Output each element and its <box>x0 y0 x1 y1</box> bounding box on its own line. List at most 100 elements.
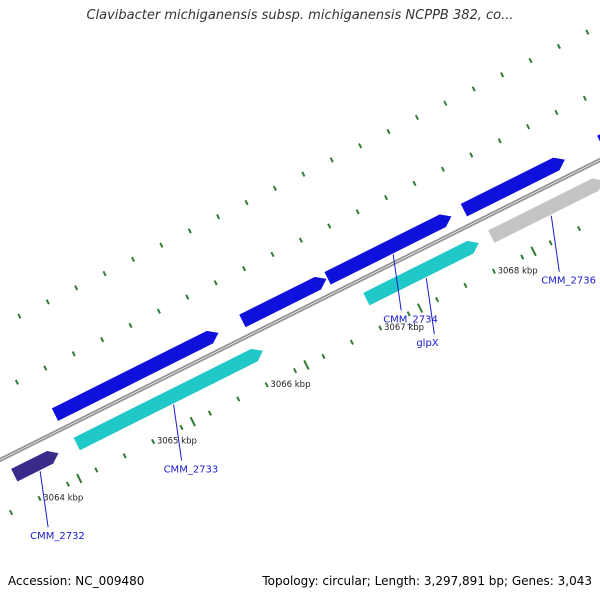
minor-tick <box>414 114 419 121</box>
gene-arrow[interactable] <box>9 450 61 483</box>
minor-tick <box>585 29 590 35</box>
minor-tick <box>37 495 42 502</box>
tick-label: 3068 kbp <box>498 266 538 276</box>
minor-tick <box>520 254 525 260</box>
minor-tick <box>358 143 363 149</box>
minor-tick <box>497 138 502 144</box>
minor-tick <box>17 313 22 319</box>
minor-tick <box>74 285 79 291</box>
major-tick <box>416 303 424 314</box>
minor-tick <box>491 268 496 274</box>
tick-label: 3067 kbp <box>384 323 424 333</box>
gene-arrow[interactable] <box>50 329 220 423</box>
label-leader <box>425 278 435 335</box>
gene-arrow[interactable] <box>237 275 328 329</box>
gene-arrow[interactable] <box>459 156 567 218</box>
major-ticks: 3064 kbp 3065 kbp 3066 kbp 3067 kbp 3068 kbp… <box>43 246 538 504</box>
minor-tick <box>386 128 391 135</box>
minor-tick <box>412 180 417 187</box>
gene-arrow[interactable] <box>486 177 600 245</box>
minor-tick <box>301 171 306 177</box>
tick-label: 3064 kbp <box>43 494 83 504</box>
tick-label: 3065 kbp <box>157 437 197 447</box>
gene-label[interactable]: glpX <box>416 338 438 349</box>
minor-tick <box>443 100 448 106</box>
backbone-highlight <box>0 159 600 461</box>
minor-tick <box>122 453 127 459</box>
minor-tick <box>236 396 241 402</box>
minor-tick <box>327 223 332 229</box>
minor-tick <box>94 467 99 473</box>
label-leader <box>550 215 560 272</box>
minor-tick <box>528 57 533 64</box>
major-tick <box>303 360 310 370</box>
gene-arrow[interactable] <box>72 347 265 452</box>
minor-tick <box>463 282 468 289</box>
minor-tick <box>349 339 354 345</box>
minor-tick <box>151 438 156 445</box>
gene-arrow[interactable] <box>595 106 600 149</box>
topology-summary: Topology: circular; Length: 3,297,891 bp… <box>262 574 592 588</box>
gene-label[interactable]: CMM_2734 <box>383 314 438 325</box>
minor-tick <box>526 123 531 130</box>
minor-tick <box>293 367 298 374</box>
minor-tick <box>298 237 303 243</box>
minor-tick <box>355 209 360 215</box>
minor-tick <box>9 509 14 516</box>
minor-tick <box>100 336 105 343</box>
minor-tick <box>556 43 561 50</box>
major-tick <box>189 416 196 427</box>
minor-tick <box>406 311 411 317</box>
minor-tick <box>384 194 389 201</box>
minor-tick <box>179 424 184 431</box>
minor-tick <box>471 86 476 92</box>
minor-tick <box>102 270 107 277</box>
minor-tick <box>213 280 218 286</box>
minor-tick <box>272 185 277 192</box>
minor-tick <box>440 166 445 172</box>
minor-tick <box>242 265 247 272</box>
minor-tick <box>185 294 190 300</box>
minor-tick <box>45 299 50 305</box>
minor-tick <box>329 157 334 163</box>
minor-tick <box>71 351 76 357</box>
minor-tick <box>207 410 212 416</box>
minor-tick <box>244 199 249 206</box>
minor-tick <box>554 109 559 116</box>
minor-tick <box>156 308 161 314</box>
minor-tick <box>128 322 133 329</box>
gene-label[interactable]: CMM_2736 <box>541 276 596 287</box>
tick-label: 3066 kbp <box>270 380 310 390</box>
label-leader <box>39 471 49 528</box>
label-leader <box>173 404 183 461</box>
minor-ticks <box>9 29 590 516</box>
map-title: Clavibacter michiganensis subsp. michiga… <box>86 8 514 23</box>
minor-tick <box>469 152 474 158</box>
gene-arrow[interactable] <box>323 213 453 286</box>
minor-tick <box>270 251 275 258</box>
minor-tick <box>435 296 440 303</box>
minor-tick <box>130 256 135 263</box>
minor-tick <box>577 225 582 232</box>
gene-label[interactable]: CMM_2733 <box>164 465 219 476</box>
minor-tick <box>548 240 553 246</box>
backbone-ring <box>0 157 600 463</box>
minor-tick <box>65 481 70 487</box>
major-tick <box>76 473 83 484</box>
minor-tick <box>14 379 19 385</box>
label-leader <box>392 254 402 311</box>
minor-tick <box>159 242 164 248</box>
minor-tick <box>321 353 326 360</box>
minor-tick <box>582 95 587 101</box>
gene-labels: CMM_2732CMM_2733CMM_2734glpXCMM_2736CMM_… <box>30 215 596 542</box>
minor-tick <box>43 365 48 371</box>
gene-features <box>9 106 600 483</box>
minor-tick <box>216 214 221 220</box>
accession-text: Accession: NC_009480 <box>8 574 145 588</box>
major-tick <box>530 246 537 257</box>
gene-label[interactable]: CMM_2732 <box>30 531 85 542</box>
minor-tick <box>500 72 505 78</box>
minor-tick <box>187 228 192 234</box>
gene-arrow[interactable] <box>361 239 481 307</box>
